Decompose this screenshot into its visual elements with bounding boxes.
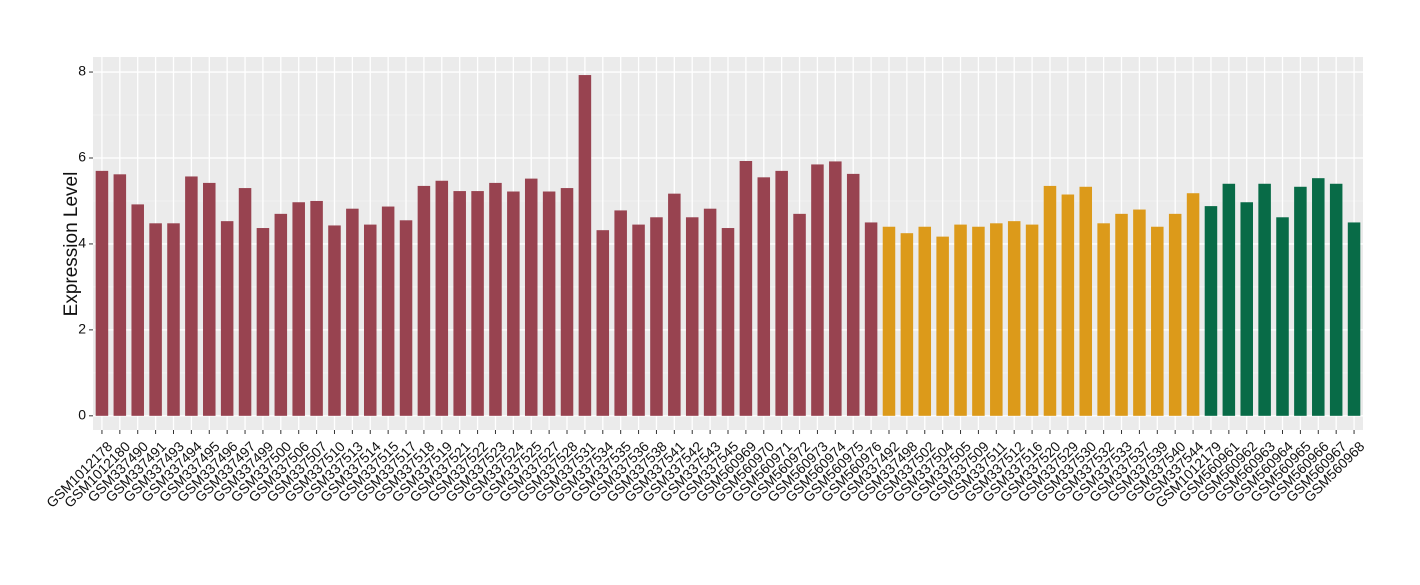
bar [1276, 217, 1289, 416]
bar [864, 222, 878, 416]
bar [131, 204, 144, 416]
bar [220, 221, 234, 416]
bar [203, 182, 216, 416]
bar [149, 223, 162, 416]
bar [1294, 186, 1307, 416]
bar [703, 208, 717, 416]
bar [346, 208, 359, 416]
bar [524, 178, 538, 416]
bar [614, 210, 627, 416]
bar [363, 224, 377, 416]
bar [1240, 202, 1253, 416]
bar [1151, 226, 1164, 416]
bar [310, 200, 323, 416]
bar [1115, 213, 1128, 416]
bar [399, 220, 413, 416]
bar [1168, 213, 1182, 416]
y-tick-label: 4 [78, 235, 86, 251]
bar [1097, 223, 1110, 416]
y-tick-label: 6 [78, 149, 86, 165]
bar [632, 224, 645, 416]
y-axis-label: Expression Level [61, 172, 82, 317]
bar [990, 223, 1003, 416]
bar [328, 225, 341, 416]
bar [578, 75, 592, 416]
bar [185, 176, 198, 416]
bar [811, 164, 824, 416]
bar [471, 191, 484, 416]
bar [507, 191, 520, 416]
bar [292, 202, 305, 416]
bar [274, 213, 288, 416]
bar [1312, 178, 1325, 416]
bar [900, 233, 914, 416]
bar [453, 191, 466, 416]
bar [238, 188, 252, 416]
bar [256, 228, 270, 416]
bar [1204, 206, 1218, 416]
bar [381, 206, 395, 416]
bar [757, 177, 771, 416]
bar [829, 161, 842, 416]
bar [936, 236, 949, 416]
bar [650, 217, 663, 416]
bar [954, 224, 967, 416]
bar [775, 170, 788, 416]
bar [489, 182, 502, 416]
bar [918, 226, 932, 416]
bar [846, 173, 860, 416]
bar [1025, 224, 1039, 416]
bar [113, 174, 127, 416]
bar [1043, 185, 1057, 416]
bar [882, 226, 896, 416]
bar [685, 217, 699, 416]
bar [1079, 186, 1093, 416]
bar [668, 193, 681, 416]
bar [721, 228, 735, 416]
bar [596, 230, 610, 416]
bar [167, 223, 180, 416]
bar [1007, 221, 1021, 416]
bar [1061, 194, 1075, 416]
bar [1186, 193, 1200, 416]
y-tick-label: 2 [78, 321, 86, 337]
bar [793, 213, 806, 416]
y-tick-label: 8 [78, 63, 86, 79]
bar [560, 188, 574, 416]
bar [542, 191, 556, 416]
bar [1347, 222, 1361, 416]
bar [739, 160, 753, 416]
bar [1329, 183, 1343, 416]
bar [95, 170, 109, 416]
bar [1222, 183, 1236, 416]
bar [1133, 209, 1146, 416]
y-tick-label: 0 [78, 407, 86, 423]
bar [972, 226, 985, 416]
bar [417, 185, 431, 416]
bar [435, 180, 449, 416]
bar [1258, 183, 1271, 416]
